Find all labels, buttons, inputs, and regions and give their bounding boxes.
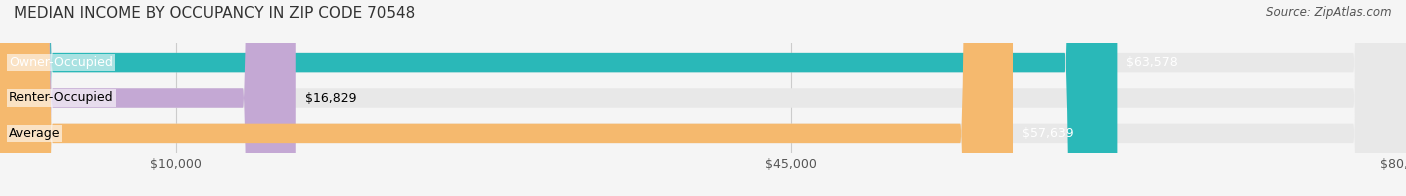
Text: MEDIAN INCOME BY OCCUPANCY IN ZIP CODE 70548: MEDIAN INCOME BY OCCUPANCY IN ZIP CODE 7…	[14, 6, 415, 21]
Text: Source: ZipAtlas.com: Source: ZipAtlas.com	[1267, 6, 1392, 19]
Text: $63,578: $63,578	[1126, 56, 1178, 69]
Text: Average: Average	[8, 127, 60, 140]
FancyBboxPatch shape	[0, 0, 1012, 196]
FancyBboxPatch shape	[0, 0, 1118, 196]
Text: Renter-Occupied: Renter-Occupied	[8, 92, 114, 104]
Text: $16,829: $16,829	[305, 92, 356, 104]
FancyBboxPatch shape	[0, 0, 295, 196]
Text: $57,639: $57,639	[1022, 127, 1073, 140]
Text: Owner-Occupied: Owner-Occupied	[8, 56, 112, 69]
